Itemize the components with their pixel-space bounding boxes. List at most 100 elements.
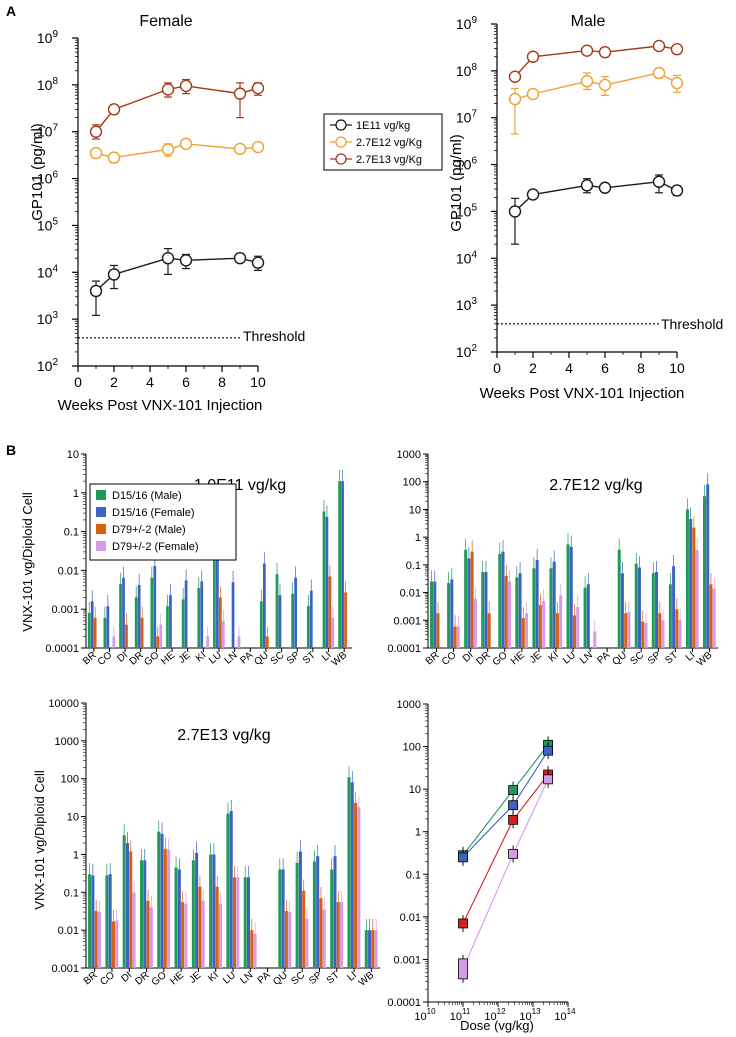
bar2-bar — [350, 782, 354, 968]
bar1-xtick-label: SP — [646, 650, 664, 667]
dose-ytick-label: 0.001 — [393, 954, 421, 966]
bar1-bar — [447, 583, 451, 648]
bar1-bar — [709, 584, 713, 648]
female-xtick-label: 2 — [110, 374, 118, 390]
bar0-xtick-label: LN — [223, 650, 240, 667]
dose-point — [508, 785, 518, 795]
bar2-ytick-label: 1 — [73, 849, 79, 861]
chart-bar-1e11-ylabel: VNX-101 vg/Diploid Cell — [20, 492, 35, 632]
chart-male-title: Male — [571, 13, 606, 30]
bar0-ytick-label: 10 — [67, 449, 79, 461]
bar-legend-swatch-orange — [96, 524, 106, 534]
dose-xtick-label: 1010 — [414, 1007, 436, 1023]
bar2-bar — [278, 869, 282, 968]
bar1-bar — [436, 613, 440, 648]
legend-entry-low: 1E11 vg/kg — [330, 119, 410, 132]
bar0-bar — [219, 597, 222, 648]
bar0-xtick-label: HE — [159, 650, 177, 668]
bar2-bar — [111, 921, 115, 968]
bar0-bar — [231, 582, 235, 648]
bar2-bar — [284, 911, 288, 968]
dose-point — [458, 918, 468, 929]
bar1-bar — [559, 595, 563, 648]
female-ytick-label: 107 — [37, 123, 59, 140]
bar0-bar — [237, 636, 241, 648]
bar2-xtick-label: SC — [289, 970, 307, 987]
chart-bar-2e13: 2.7E13 vg/kg VNX-101 vg/Diploid Cell 0.0… — [32, 698, 380, 989]
bar2-bar — [298, 851, 302, 968]
panel-label-a: A — [6, 3, 16, 19]
bar0-bar — [262, 563, 266, 648]
bar0-xtick-label: DI — [115, 650, 130, 665]
dose-xtick-label: 1013 — [519, 1007, 541, 1023]
chart-bar-2e12: 2.7E12 vg/kg 0.0001 0.001 0.01 0.1 1 10 100 100… — [387, 449, 718, 669]
bar1-ytick-label: 0.0001 — [387, 643, 421, 655]
bar0-ytick-label: 0.0001 — [45, 643, 79, 655]
bar2-xtick-label: DI — [119, 970, 134, 985]
bar2-bar — [181, 902, 185, 968]
bar1-ytick-label: 1000 — [397, 449, 421, 461]
male-ytick-label: 103 — [456, 296, 478, 313]
bar1-bar — [450, 579, 454, 648]
female-ytick-label: 102 — [37, 357, 59, 374]
bar1-ytick-label: 0.01 — [400, 588, 421, 600]
bar1-bar — [430, 581, 434, 648]
bar2-xtick-label: PA — [256, 970, 273, 987]
male-point — [526, 87, 540, 101]
bar2-bar — [108, 874, 112, 968]
legend-entry-mid: 2.7E12 vg/Kg — [330, 136, 422, 149]
bar2-ytick-label: 0.01 — [58, 925, 79, 937]
female-xtick-label: 6 — [182, 374, 190, 390]
dose-ytick-label: 100 — [403, 742, 421, 754]
bar2-xtick-label: QU — [271, 970, 290, 988]
bar0-bar — [137, 585, 141, 648]
female-ytick-label: 103 — [37, 310, 59, 327]
bar2-xtick-label: WB — [357, 970, 377, 989]
bar0-bar — [206, 636, 210, 648]
bar1-bar — [467, 558, 471, 648]
bar2-bar — [333, 856, 337, 968]
bar2-xtick-label: ST — [325, 970, 342, 987]
bar0-bar — [338, 481, 341, 648]
dose-point — [458, 958, 468, 980]
dose-series-3-line — [462, 779, 549, 970]
bar1-bar — [627, 611, 631, 648]
bar1-bar — [473, 598, 477, 648]
bar2-bar — [253, 933, 257, 968]
bar1-xtick-label: HE — [509, 650, 527, 668]
bar2-bar — [94, 911, 98, 968]
legend-high-label: 2.7E13 vg/Kg — [356, 154, 422, 166]
bar1-bar — [678, 620, 682, 648]
bar2-bar — [302, 890, 306, 968]
bar-legend-entry-green: D15/16 (Male) — [96, 490, 182, 502]
male-point — [508, 70, 522, 83]
bar0-bar — [259, 601, 263, 648]
male-ytick-label: 102 — [456, 343, 478, 360]
bar2-bar — [191, 860, 195, 968]
bar0-bar — [156, 636, 160, 648]
chart-dose-xlabel: Dose (vg/kg) — [460, 1018, 534, 1033]
bar1-bar — [481, 572, 485, 648]
bar1-bar — [644, 622, 648, 648]
male-point — [652, 39, 666, 53]
bar1-xtick-label: BR — [424, 650, 442, 667]
bar0-bar — [216, 557, 219, 648]
bar2-bar — [115, 920, 119, 968]
bar2-xtick-label: CO — [98, 970, 117, 988]
bar1-bar — [453, 626, 457, 648]
bar0-bar — [344, 592, 347, 648]
male-point — [670, 42, 684, 56]
bar2-bar — [139, 860, 143, 968]
chart-dose: Dose (vg/kg) 0.0001 0.001 0.01 0.1 1 10 100 100… — [387, 699, 576, 1033]
bar1-xtick-label: WB — [695, 650, 715, 669]
bar1-bar — [456, 626, 460, 648]
chart-male: Male GP101 (pg/ml) Weeks Post VNX-101 In… — [448, 13, 723, 402]
female-point — [107, 103, 121, 116]
bar2-bar — [319, 898, 323, 968]
bar1-xtick-label: ST — [663, 650, 680, 667]
bar2-bar — [174, 867, 178, 968]
male-point — [580, 44, 594, 57]
bar1-bar — [566, 544, 570, 648]
bar2-bar — [129, 851, 133, 968]
bar2-bar — [201, 900, 205, 968]
